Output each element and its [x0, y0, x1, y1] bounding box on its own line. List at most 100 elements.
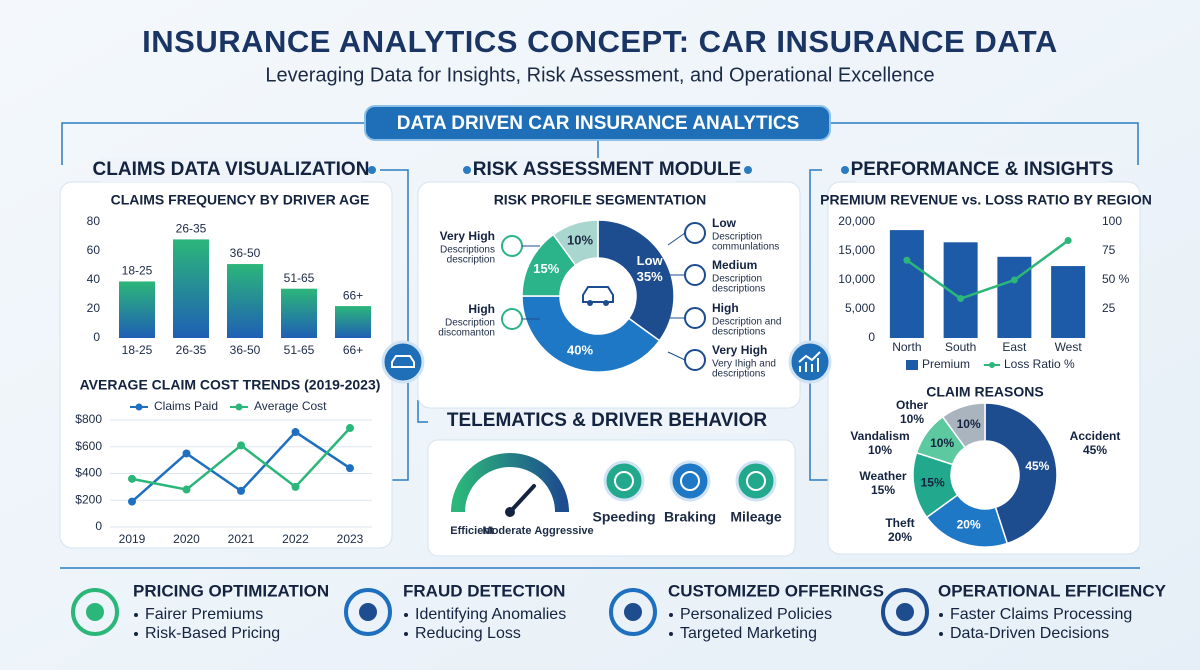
- annotation-text: Description: [712, 232, 762, 243]
- bar-label: 18-25: [122, 264, 153, 278]
- feature-icon-core: [86, 603, 104, 621]
- x-tick-label: 2023: [337, 532, 364, 546]
- annotation-text: descriptions: [712, 369, 765, 380]
- slice: [552, 219, 599, 267]
- metric-icon-inner: [614, 471, 634, 491]
- legend-label: Premium: [922, 357, 970, 371]
- feature-icon: [71, 588, 119, 636]
- annotation-label: High: [712, 301, 739, 315]
- chart-title: AVERAGE CLAIM COST TRENDS (2019-2023): [80, 377, 381, 393]
- feature-item: Reducing Loss: [415, 625, 521, 642]
- metric-label: Speeding: [592, 509, 655, 525]
- feature-icon: [344, 588, 392, 636]
- outer-value: 15%: [871, 483, 895, 497]
- point: [346, 424, 354, 433]
- feature-title: PRICING OPTIMIZATION: [133, 581, 329, 600]
- metric-icon-inner: [680, 471, 700, 491]
- chart-title: CLAIMS FREQUENCY BY DRIVER AGE: [111, 192, 370, 208]
- outer-value: 20%: [888, 530, 912, 544]
- gauge-arc: [451, 453, 569, 513]
- x-tick-label: North: [892, 340, 921, 354]
- panel: [59, 181, 393, 549]
- feature-item: Fairer Premiums: [145, 606, 263, 623]
- y-tick-label: 80: [87, 214, 101, 228]
- title-backdrop: [450, 410, 765, 434]
- annotation-icon: [501, 235, 523, 257]
- bullet: [404, 613, 408, 617]
- panel: [827, 181, 1141, 555]
- section-title: PERFORMANCE & INSIGHTS: [851, 159, 1114, 180]
- legend-swatch: [235, 403, 243, 411]
- panel: [427, 439, 796, 557]
- annotation-icon: [684, 307, 706, 329]
- y-tick-label: 20: [87, 301, 101, 315]
- gauge-hub: [505, 507, 515, 517]
- legend-swatch: [135, 403, 143, 411]
- gauge-label: Moderate: [483, 525, 532, 537]
- banner: [364, 105, 831, 141]
- y-tick-label: 0: [868, 330, 875, 344]
- car-wheel: [603, 300, 609, 306]
- point: [182, 449, 191, 458]
- point: [128, 497, 136, 506]
- bullet: [404, 632, 408, 636]
- feature-title: FRAUD DETECTION: [403, 581, 565, 600]
- point: [291, 428, 300, 437]
- y-tick-label: 10,000: [838, 272, 875, 286]
- chart-title: PREMIUM REVENUE vs. LOSS RATIO BY REGION: [820, 192, 1152, 208]
- dot: [368, 166, 376, 174]
- chart-icon: [788, 340, 832, 384]
- section-title: TELEMATICS & DRIVER BEHAVIOR: [447, 410, 767, 431]
- point: [237, 486, 245, 495]
- outer-name: Other: [896, 398, 928, 412]
- gauge-needle: [508, 484, 536, 514]
- x-tick-label: South: [945, 340, 976, 354]
- y-tick-label: 75: [1102, 243, 1116, 257]
- point: [957, 295, 965, 303]
- annotation-text: descriptions: [712, 327, 765, 338]
- connector: [380, 169, 409, 481]
- feature-icon: [609, 588, 657, 636]
- banner-text: DATA DRIVEN CAR INSURANCE ANALYTICS: [397, 113, 800, 134]
- bullet: [134, 632, 138, 636]
- point: [1010, 276, 1018, 284]
- outer-name: Theft: [885, 516, 914, 530]
- slice-label: 45%: [1025, 459, 1049, 473]
- y-tick-label: 0: [95, 519, 102, 533]
- point: [346, 464, 354, 473]
- x-tick-label: 2022: [282, 532, 309, 546]
- bullet: [669, 632, 673, 636]
- dot: [463, 166, 471, 174]
- y-tick-label: 15,000: [838, 243, 875, 257]
- y-tick-label: $200: [75, 492, 102, 506]
- metric-label: Mileage: [730, 509, 782, 525]
- page-subtitle: Leveraging Data for Insights, Risk Asses…: [265, 64, 934, 86]
- bar: [1051, 266, 1086, 338]
- y-tick-label: $800: [75, 412, 102, 426]
- x-tick-label: 66+: [343, 343, 363, 357]
- annotation-text: Descriptions: [440, 245, 495, 256]
- annotation-leader: [667, 351, 686, 361]
- feature-item: Risk-Based Pricing: [145, 625, 280, 642]
- annotation-label: Low: [712, 216, 737, 230]
- slice-label: 40%: [567, 343, 593, 358]
- bar: [335, 306, 371, 338]
- point: [128, 474, 136, 483]
- y-tick-label: 50 %: [1102, 272, 1130, 286]
- slice-label: 10%: [930, 436, 954, 450]
- slice: [941, 402, 986, 449]
- bar-label: 66+: [343, 288, 363, 302]
- bullet: [669, 613, 673, 617]
- y-tick-label: 5,000: [845, 301, 875, 315]
- bullet: [939, 613, 943, 617]
- annotation-text: Description: [445, 318, 495, 329]
- feature-title: CUSTOMIZED OFFERINGS: [668, 581, 884, 600]
- annotation-icon: [684, 264, 706, 286]
- metric-icon: [669, 460, 711, 502]
- feature-icon-core: [896, 603, 914, 621]
- slice-label: 10%: [567, 232, 593, 247]
- y-tick-label: $600: [75, 439, 102, 453]
- bar: [281, 288, 317, 338]
- feature-icon: [881, 588, 929, 636]
